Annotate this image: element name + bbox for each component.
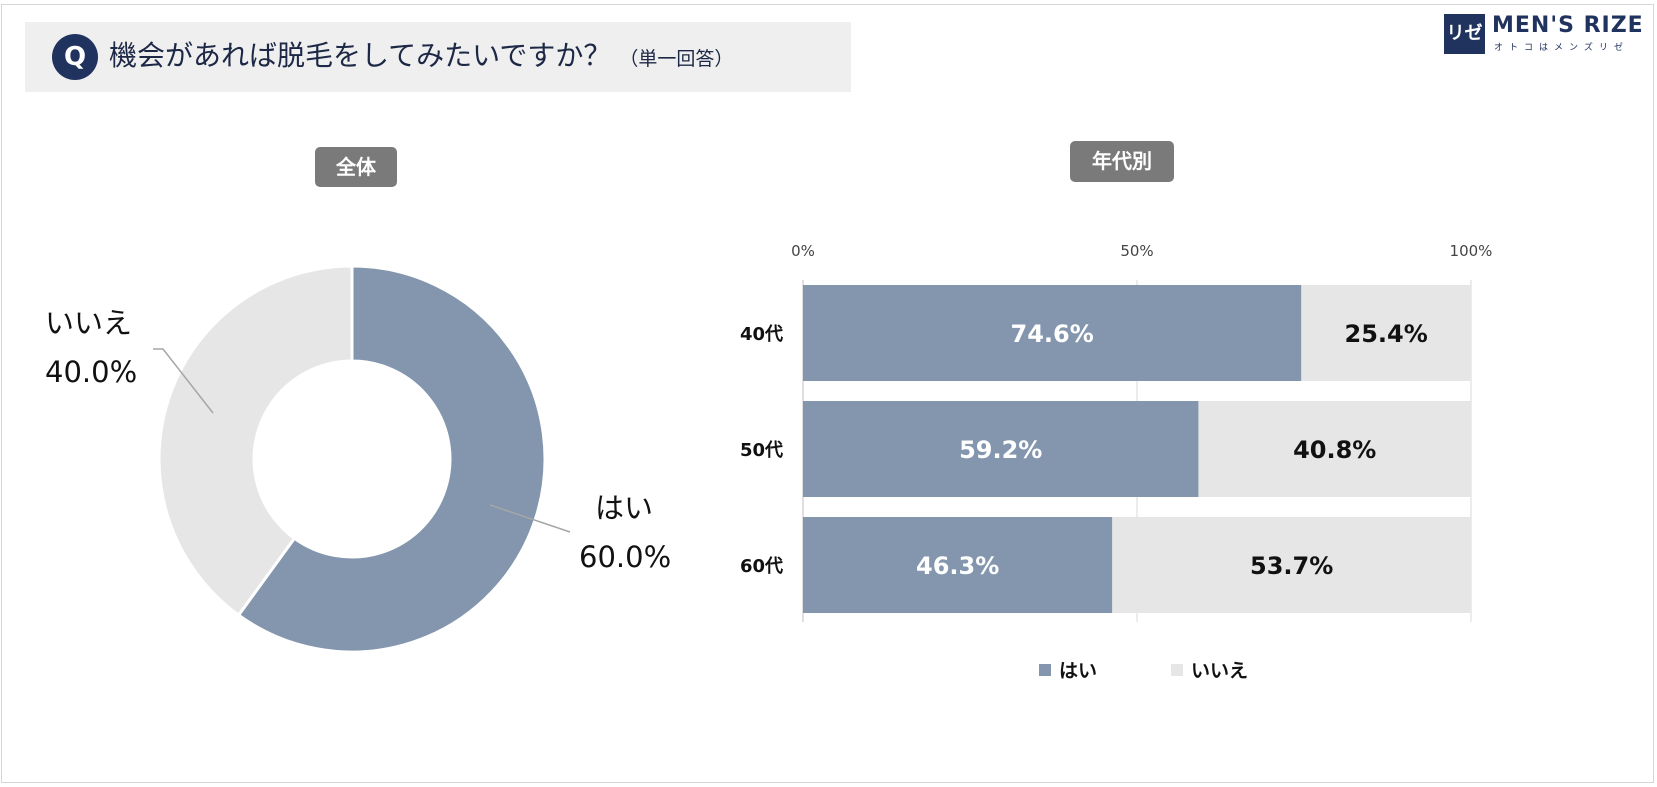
bar-value-label-yes-1: 74.6%: [1011, 320, 1094, 348]
donut-slice-2: [157, 264, 354, 618]
donut-chart: はい 60.0% いいえ 40.0%: [45, 264, 671, 654]
logo-tagline: オトコはメンズリゼ: [1494, 43, 1629, 53]
question-text: 機会があれば脱毛をしてみたいですか？: [109, 39, 612, 72]
bar-value-label-no-3: 53.7%: [1250, 552, 1333, 580]
bar-title: 年代別: [1070, 141, 1174, 182]
question-title: 機会があれば脱毛をしてみたいですか？ （単一回答）: [109, 36, 733, 79]
donut-leader-line-2: [153, 348, 214, 414]
donut-title: 全体: [315, 147, 397, 187]
bar-yes-1: [803, 285, 1302, 381]
donut-slice-1: [236, 264, 547, 654]
y-category-label-2: 50代: [740, 440, 783, 461]
bar-value-label-no-2: 40.8%: [1293, 436, 1376, 464]
legend-label-2: いいえ: [1191, 660, 1248, 682]
bar-yes-3: [803, 517, 1113, 613]
x-tick-label-100: 100%: [1450, 242, 1493, 260]
x-tick-label-50: 50%: [1120, 242, 1153, 260]
donut-value-2: 40.0%: [45, 355, 137, 389]
bar-no-3: [1112, 517, 1471, 613]
bar-value-label-yes-2: 59.2%: [959, 436, 1042, 464]
legend-swatch-2: [1171, 664, 1183, 676]
bar-no-2: [1198, 401, 1471, 497]
bar-value-label-yes-3: 46.3%: [916, 552, 999, 580]
bar-value-label-no-1: 25.4%: [1345, 320, 1428, 348]
donut-value-1: 60.0%: [579, 540, 671, 574]
y-category-label-3: 60代: [740, 556, 783, 577]
x-tick-label-0: 0%: [791, 242, 815, 260]
question-note: （単一回答）: [619, 48, 734, 70]
y-category-label-1: 40代: [740, 324, 783, 345]
bar-no-1: [1301, 285, 1471, 381]
legend-swatch-1: [1039, 664, 1051, 676]
legend-label-1: はい: [1059, 660, 1097, 682]
brand-logo: リゼ MEN'S RIZE オトコはメンズリゼ: [1444, 13, 1644, 54]
logo-mark: リゼ: [1444, 14, 1485, 54]
question-header: Q 機会があれば脱毛をしてみたいですか？ （単一回答）: [25, 22, 851, 92]
logo-name: MEN'S RIZE: [1492, 13, 1644, 38]
donut-label-1: はい: [595, 491, 653, 525]
question-badge: Q: [52, 34, 98, 80]
bar-yes-2: [803, 401, 1199, 497]
donut-leader-line-1: [489, 504, 571, 533]
donut-label-2: いいえ: [45, 306, 132, 340]
chart-frame: [1, 4, 1654, 783]
